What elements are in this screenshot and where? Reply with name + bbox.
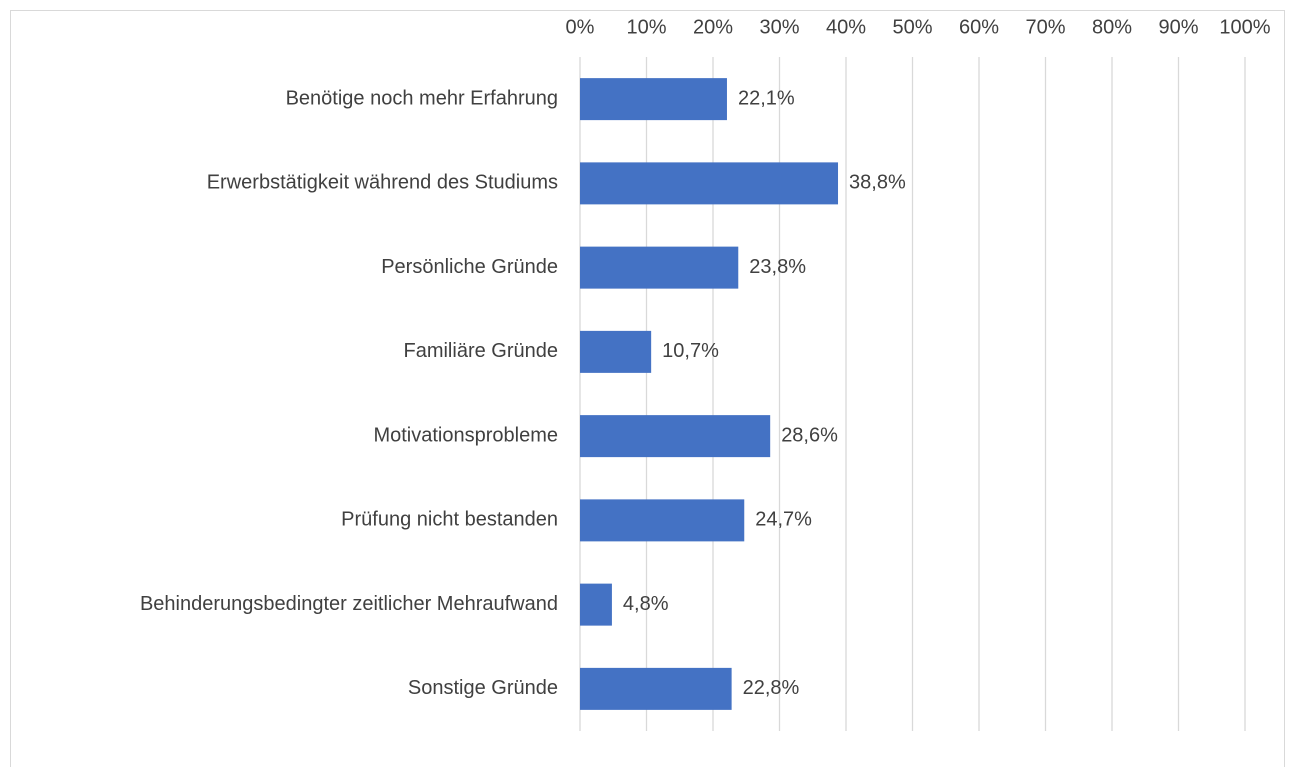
x-tick-label: 20%	[693, 16, 733, 38]
chart-border	[10, 10, 1285, 767]
bar	[580, 499, 745, 542]
bar	[580, 78, 727, 121]
x-tick-label: 30%	[759, 16, 799, 38]
y-tick-label: Erwerbstätigkeit während des Studiums	[207, 172, 558, 194]
bar	[580, 330, 652, 373]
bar	[580, 583, 612, 626]
x-tick-label: 60%	[959, 16, 999, 38]
data-label: 23,8%	[749, 256, 806, 278]
data-label: 38,8%	[849, 172, 906, 194]
data-label: 22,1%	[738, 87, 795, 109]
x-tick-label: 90%	[1158, 16, 1198, 38]
x-tick-label: 40%	[826, 16, 866, 38]
data-label: 22,8%	[743, 677, 800, 699]
y-tick-label: Benötige noch mehr Erfahrung	[286, 87, 558, 109]
y-tick-label: Sonstige Gründe	[408, 677, 558, 699]
x-tick-label: 50%	[892, 16, 932, 38]
x-tick-label: 100%	[1219, 16, 1270, 38]
x-tick-label: 80%	[1092, 16, 1132, 38]
bar	[580, 667, 732, 710]
y-tick-label: Familiäre Gründe	[403, 340, 558, 362]
y-tick-label: Behinderungsbedingter zeitlicher Mehrauf…	[140, 593, 558, 615]
y-tick-label: Motivationsprobleme	[373, 424, 558, 446]
x-tick-label: 0%	[566, 16, 595, 38]
bar	[580, 162, 839, 205]
data-label: 4,8%	[623, 593, 669, 615]
bar	[580, 246, 739, 289]
bar	[580, 415, 771, 458]
data-label: 28,6%	[781, 424, 838, 446]
x-tick-label: 10%	[626, 16, 666, 38]
y-tick-label: Persönliche Gründe	[381, 256, 558, 278]
y-tick-label: Prüfung nicht bestanden	[341, 509, 558, 531]
x-tick-label: 70%	[1025, 16, 1065, 38]
data-label: 24,7%	[755, 509, 812, 531]
data-label: 10,7%	[662, 340, 719, 362]
